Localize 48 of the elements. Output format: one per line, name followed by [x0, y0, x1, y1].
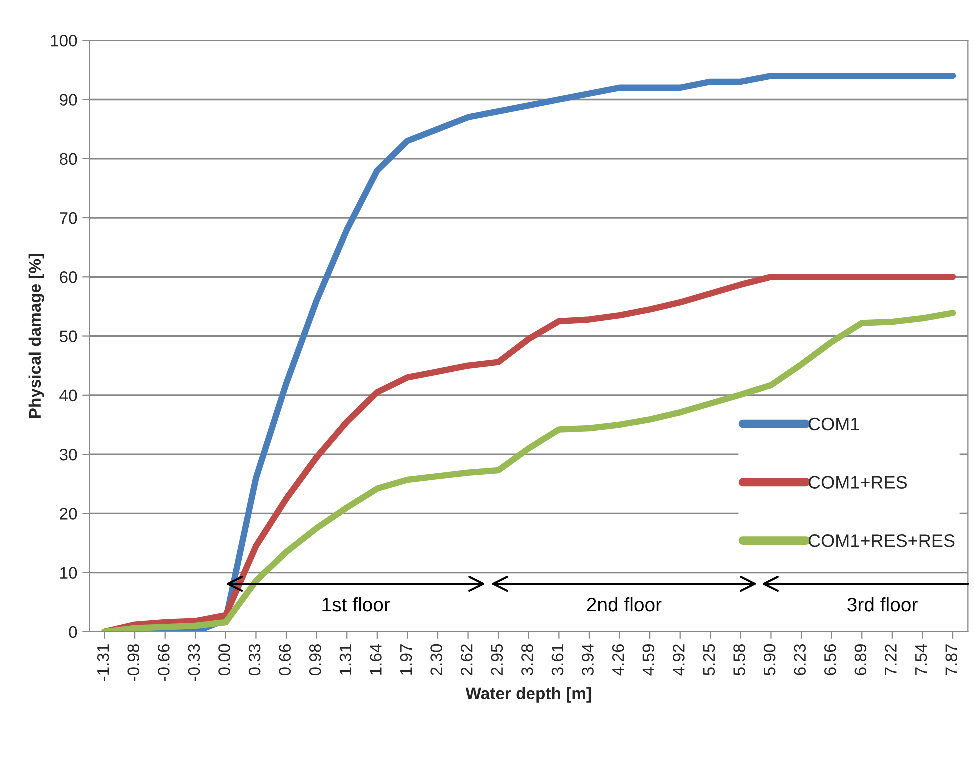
- y-tick-label: 0: [69, 626, 78, 638]
- x-tick-label: 1.97: [400, 644, 412, 675]
- x-tick-label: 2.30: [430, 644, 442, 676]
- y-tick-label: 80: [60, 153, 78, 166]
- x-tick-label: 5.58: [734, 644, 746, 676]
- x-tick-label: 3.61: [552, 644, 564, 676]
- x-tick-label: -0.66: [158, 644, 170, 681]
- x-tick-label: 7.54: [916, 644, 928, 676]
- y-tick-label: 20: [60, 508, 78, 520]
- x-tick-label: 1.31: [340, 644, 352, 675]
- y-tick-label: 100: [51, 35, 78, 47]
- x-tick-label: 4.59: [642, 644, 655, 676]
- x-tick-label: 2.62: [460, 644, 473, 676]
- y-tick-label: 70: [60, 212, 78, 224]
- y-tick-label: 30: [60, 448, 78, 461]
- x-tick-label: 1.64: [370, 644, 382, 675]
- x-tick-label: 2.95: [491, 644, 504, 676]
- x-tick-label: 5.25: [703, 644, 716, 676]
- x-tick-label: -0.33: [188, 644, 200, 681]
- x-tick-label: 5.90: [764, 644, 776, 676]
- x-tick-label: 3.28: [522, 644, 534, 676]
- legend-label: COM1+RES: [808, 476, 908, 489]
- x-tick-label: 7.87: [946, 644, 958, 676]
- x-tick-label: 4.26: [612, 644, 624, 676]
- annotation: 2nd floor: [587, 597, 662, 612]
- y-tick-label: 40: [60, 390, 78, 402]
- x-tick-label: -0.98: [128, 644, 140, 681]
- y-axis-title: Physical damage [%]: [28, 254, 44, 418]
- legend-label: COM1: [808, 418, 860, 431]
- x-tick-label: 0.33: [248, 644, 261, 676]
- y-tick-label: 60: [60, 272, 78, 284]
- x-tick-label: 6.56: [824, 644, 836, 676]
- x-tick-label: 0.00: [218, 644, 230, 676]
- annotation: 1st floor: [322, 597, 390, 612]
- x-tick-label: 6.89: [854, 644, 867, 676]
- x-axis-title: Water depth [m]: [466, 687, 592, 703]
- annotation: 3rd floor: [848, 597, 918, 612]
- x-tick-label: 0.98: [309, 644, 322, 676]
- x-tick-label: -1.31: [97, 644, 110, 681]
- y-tick-label: 50: [60, 330, 78, 342]
- x-tick-label: 3.94: [582, 644, 594, 676]
- x-tick-label: 0.66: [279, 644, 291, 676]
- x-tick-label: 7.22: [885, 644, 897, 676]
- y-tick-label: 90: [60, 94, 78, 106]
- x-tick-label: 4.92: [673, 644, 685, 676]
- y-tick-label: 10: [60, 567, 78, 580]
- x-tick-label: 6.23: [794, 644, 806, 676]
- legend-label: COM1+RES+RES: [808, 534, 955, 548]
